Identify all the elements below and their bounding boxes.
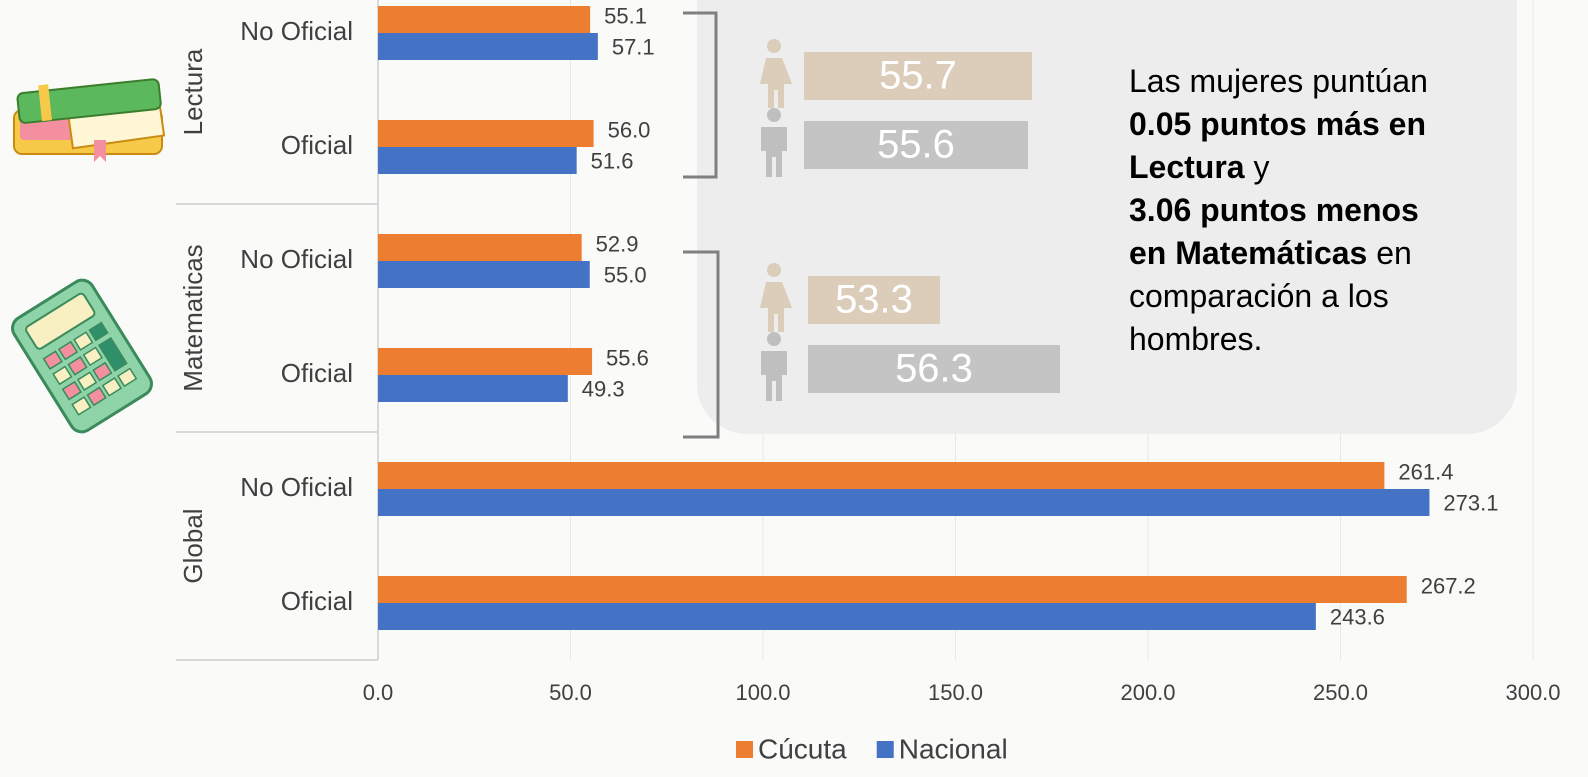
bar (378, 348, 593, 375)
x-tick-label: 0.0 (363, 680, 394, 705)
bar (378, 489, 1430, 516)
x-tick-label: 50.0 (549, 680, 592, 705)
bar (378, 576, 1407, 603)
bracket (683, 250, 720, 439)
value-label: 55.1 (604, 3, 647, 28)
note-segment: y (1245, 149, 1270, 185)
value-label: 52.9 (596, 231, 639, 256)
x-tick-label: 100.0 (735, 680, 790, 705)
bar (378, 375, 568, 402)
y-tick-label: No Oficial (240, 16, 353, 46)
gender-bar (808, 276, 940, 324)
icon-body (760, 58, 792, 108)
icon-head (767, 108, 781, 122)
icon-head (767, 39, 781, 53)
gender-bar (808, 345, 1060, 393)
value-label: 267.2 (1421, 573, 1476, 598)
bar (378, 261, 590, 288)
group-label: Global (178, 508, 208, 583)
icon-body (761, 351, 787, 401)
bar (378, 147, 577, 174)
x-tick-label: 300.0 (1505, 680, 1560, 705)
y-tick-label: Oficial (281, 358, 353, 388)
bar (378, 462, 1385, 489)
note-panel (697, 0, 1517, 434)
bar (378, 6, 591, 33)
value-label: 55.0 (604, 262, 647, 287)
note-segment: comparación a los (1129, 278, 1389, 314)
note-line: en Matemáticas en (1129, 235, 1412, 271)
bar (378, 603, 1316, 630)
gender-bar (804, 52, 1032, 100)
calculator-icon (11, 278, 153, 434)
female-icon (760, 39, 792, 108)
y-tick-label: Oficial (281, 130, 353, 160)
value-label: 57.1 (612, 34, 655, 59)
icon-body (760, 282, 792, 332)
female-icon (760, 263, 792, 332)
bracket (683, 11, 718, 179)
gender-value: 56.3 (895, 347, 973, 391)
legend-swatch (736, 741, 753, 758)
value-label: 243.6 (1330, 604, 1385, 629)
note-line: hombres. (1129, 321, 1262, 357)
note-segment: 0.05 puntos más en (1129, 106, 1426, 142)
note-segment: Lectura (1129, 149, 1245, 185)
group-label: Lectura (178, 48, 208, 135)
note-segment: en (1367, 235, 1411, 271)
legend-label: Cúcuta (758, 733, 847, 764)
note-line: Lectura y (1129, 149, 1269, 185)
y-tick-label: Oficial (281, 586, 353, 616)
icon-body (761, 127, 787, 177)
value-label: 273.1 (1443, 490, 1498, 515)
gender-value: 55.7 (879, 54, 957, 98)
note-segment: en Matemáticas (1129, 235, 1367, 271)
x-tick-label: 250.0 (1313, 680, 1368, 705)
note-line: Las mujeres puntúan (1129, 63, 1428, 99)
x-tick-label: 200.0 (1120, 680, 1175, 705)
x-tick-label: 150.0 (928, 680, 983, 705)
gender-value: 55.6 (877, 123, 955, 167)
bar (378, 120, 594, 147)
male-icon (761, 332, 787, 401)
note-segment: Las mujeres puntúan (1129, 63, 1428, 99)
bar (378, 234, 582, 261)
gender-bar (804, 121, 1028, 169)
y-tick-label: No Oficial (240, 244, 353, 274)
value-label: 56.0 (608, 117, 651, 142)
value-label: 49.3 (582, 376, 625, 401)
note-line: comparación a los (1129, 278, 1389, 314)
note-line: 0.05 puntos más en (1129, 106, 1426, 142)
note-line: 3.06 puntos menos (1129, 192, 1419, 228)
bar (378, 33, 598, 60)
icon-head (767, 332, 781, 346)
y-tick-label: No Oficial (240, 472, 353, 502)
value-label: 55.6 (606, 345, 649, 370)
gender-value: 53.3 (835, 278, 913, 322)
group-label: Matematicas (178, 244, 208, 391)
value-label: 51.6 (591, 148, 634, 173)
legend-swatch (876, 741, 894, 758)
value-label: 261.4 (1398, 459, 1453, 484)
note-segment: 3.06 puntos menos (1129, 192, 1419, 228)
legend-label: Nacional (899, 733, 1008, 764)
male-icon (761, 108, 787, 177)
books-icon (13, 78, 166, 162)
icon-head (767, 263, 781, 277)
note-segment: hombres. (1129, 321, 1262, 357)
